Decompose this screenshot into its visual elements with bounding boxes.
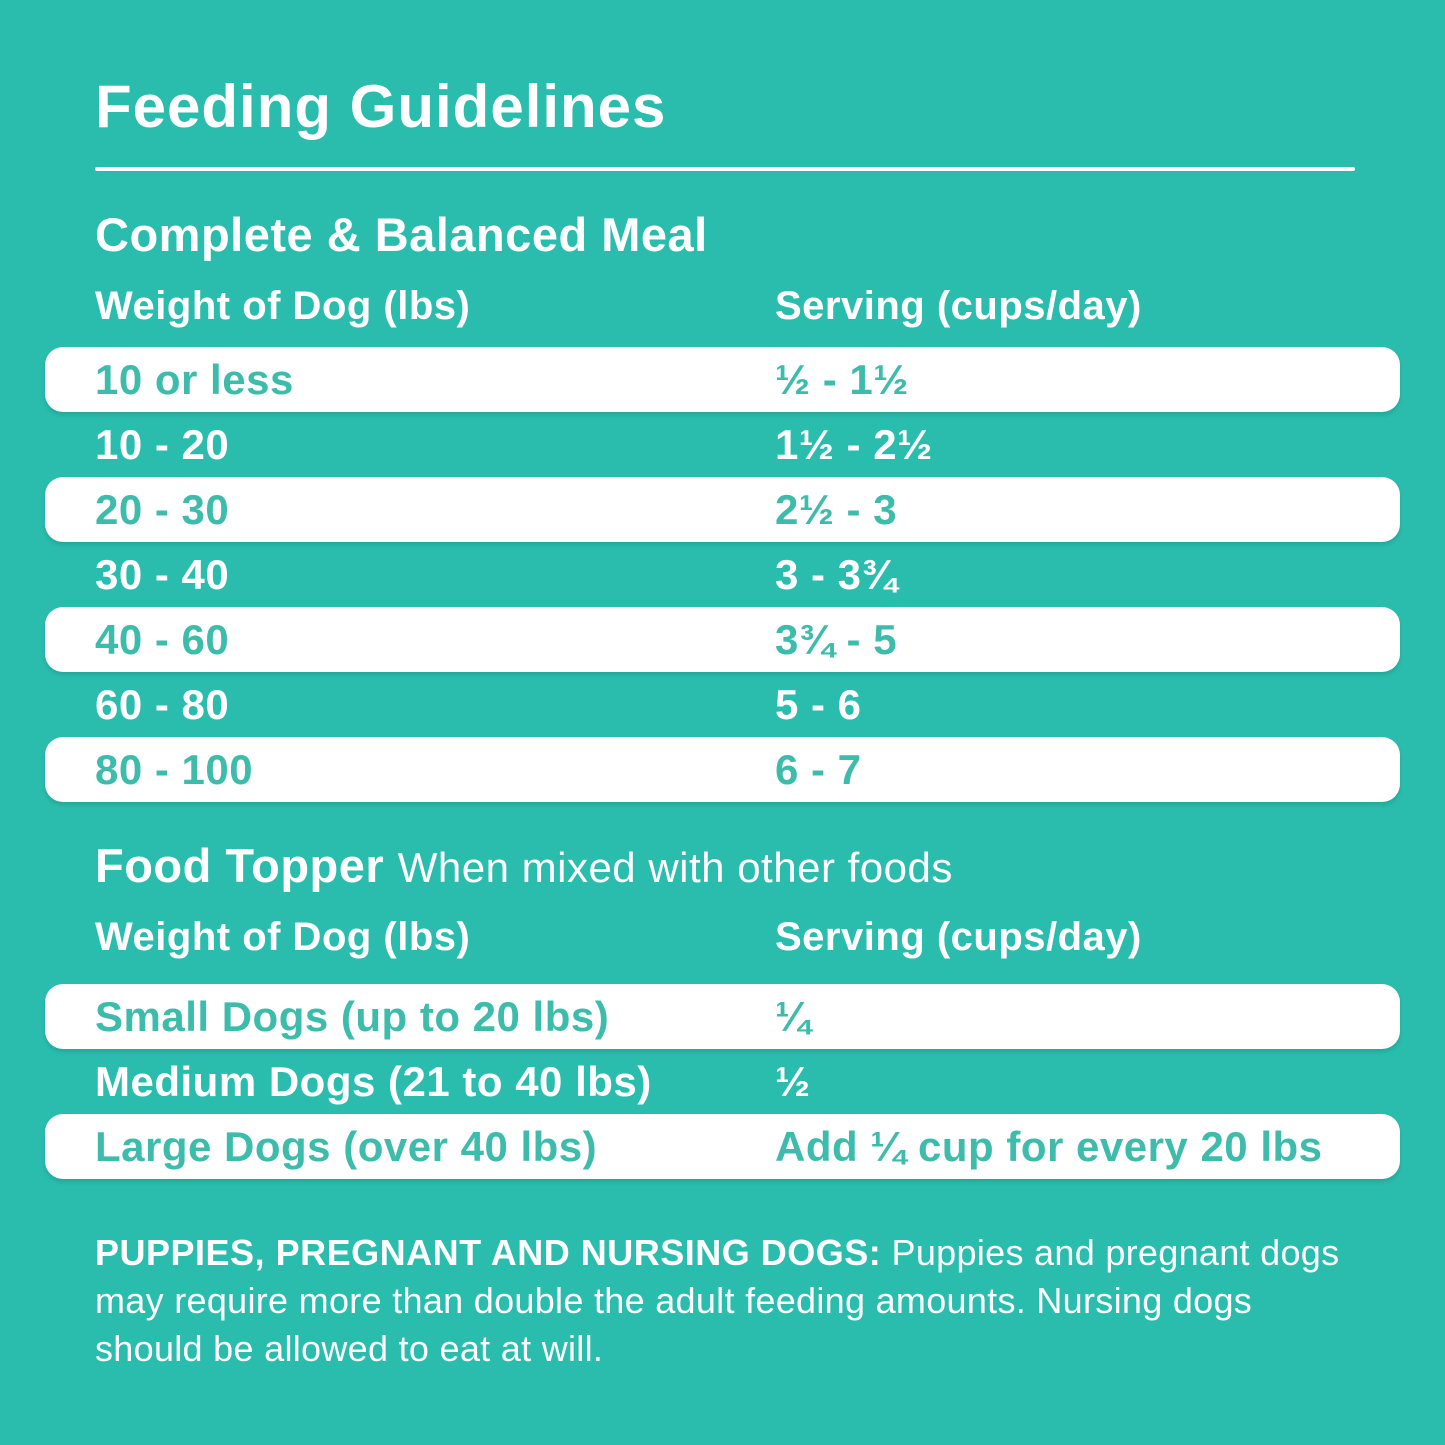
table-row: Small Dogs (up to 20 lbs) ¼	[45, 984, 1400, 1049]
topper-section-heading: Food Topper When mixed with other foods	[45, 838, 1400, 893]
table-row: 60 - 80 5 - 6	[45, 672, 1400, 737]
weight-cell: 60 - 80	[95, 680, 230, 728]
weight-cell: 30 - 40	[95, 550, 230, 598]
footer-note-text: Puppies and pregnant dogs may require mo…	[95, 1232, 1340, 1369]
table-row: 10 or less ½ - 1½	[45, 347, 1400, 412]
title-underline	[95, 167, 1355, 171]
topper-table-header: Weight of Dog (lbs) Serving (cups/day)	[45, 915, 1400, 960]
serving-cell: ¼	[775, 992, 811, 1040]
table-row: 40 - 60 3¾ - 5	[45, 607, 1400, 672]
footer-note: PUPPIES, PREGNANT AND NURSING DOGS: Pupp…	[95, 1229, 1365, 1373]
table-row: Medium Dogs (21 to 40 lbs) ½	[45, 1049, 1400, 1114]
serving-cell: 5 - 6	[775, 680, 862, 728]
weight-cell: Medium Dogs (21 to 40 lbs)	[95, 1057, 652, 1105]
serving-cell: ½	[775, 1057, 811, 1105]
column-header-serving: Serving (cups/day)	[775, 284, 1142, 328]
serving-cell: 3 - 3¾	[775, 550, 898, 598]
serving-cell: 6 - 7	[775, 745, 862, 793]
weight-cell: 10 or less	[95, 355, 294, 403]
column-header-weight: Weight of Dog (lbs)	[95, 915, 471, 959]
column-header-weight: Weight of Dog (lbs)	[95, 284, 471, 328]
meal-table: 10 or less ½ - 1½ 10 - 20 1½ - 2½ 20 - 3…	[45, 347, 1400, 802]
weight-cell: Small Dogs (up to 20 lbs)	[95, 992, 610, 1040]
table-row: Large Dogs (over 40 lbs) Add ¼ cup for e…	[45, 1114, 1400, 1179]
weight-cell: 80 - 100	[95, 745, 254, 793]
serving-cell: ½ - 1½	[775, 355, 909, 403]
serving-cell: 2½ - 3	[775, 485, 898, 533]
serving-cell: 1½ - 2½	[775, 420, 933, 468]
serving-cell: Add ¼ cup for every 20 lbs	[775, 1122, 1323, 1170]
column-header-serving: Serving (cups/day)	[775, 915, 1142, 959]
weight-cell: 40 - 60	[95, 615, 230, 663]
table-row: 80 - 100 6 - 7	[45, 737, 1400, 802]
meal-section-heading: Complete & Balanced Meal	[95, 208, 708, 261]
weight-cell: Large Dogs (over 40 lbs)	[95, 1122, 598, 1170]
table-row: 10 - 20 1½ - 2½	[45, 412, 1400, 477]
topper-heading-main: Food Topper	[95, 839, 385, 892]
footer-note-label: PUPPIES, PREGNANT AND NURSING DOGS:	[95, 1232, 882, 1273]
table-row: 20 - 30 2½ - 3	[45, 477, 1400, 542]
weight-cell: 20 - 30	[95, 485, 230, 533]
page-title: Feeding Guidelines	[95, 73, 667, 140]
weight-cell: 10 - 20	[95, 420, 230, 468]
topper-heading-sub: When mixed with other foods	[397, 844, 953, 891]
serving-cell: 3¾ - 5	[775, 615, 898, 663]
topper-table: Small Dogs (up to 20 lbs) ¼ Medium Dogs …	[45, 984, 1400, 1179]
table-row: 30 - 40 3 - 3¾	[45, 542, 1400, 607]
meal-table-header: Weight of Dog (lbs) Serving (cups/day)	[45, 284, 1400, 329]
